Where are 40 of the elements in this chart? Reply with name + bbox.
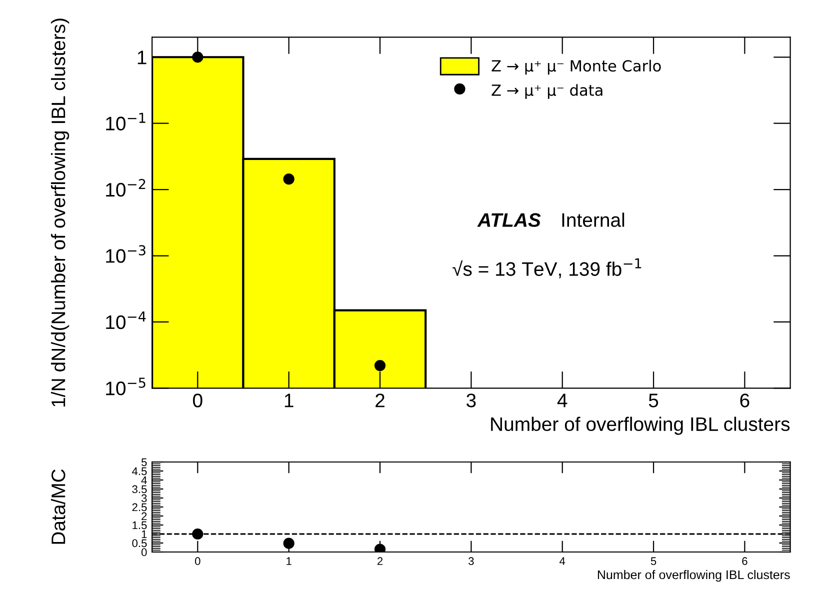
annotation: √s = 13 TeV, 139 fb$^{−1}$ xyxy=(452,258,642,278)
x-tick-label: 3 xyxy=(468,557,474,566)
x-tick-label: 5 xyxy=(648,394,658,408)
annotation: ATLAS xyxy=(477,213,541,227)
y-tick-label: 5 xyxy=(141,458,147,466)
x-tick-label: 0 xyxy=(193,394,202,408)
y-tick-label: 3.5 xyxy=(132,485,147,494)
x-tick-label: 5 xyxy=(650,557,656,566)
y-tick-label: 4.5 xyxy=(132,467,147,476)
y-tick-label: 10$^{−1}$ xyxy=(106,112,146,130)
x-tick-label: 6 xyxy=(742,557,748,566)
y-axis-title: 1/N dN/d(Number of overflowing IBL clusters) xyxy=(50,18,70,406)
y-tick-label: 1 xyxy=(138,50,146,64)
y-tick-label: 4 xyxy=(141,476,147,484)
y-tick-label: 2 xyxy=(142,512,147,520)
x-tick-label: 0 xyxy=(195,557,200,566)
x-tick-label: 3 xyxy=(466,394,476,408)
legend-label: Z → μ⁺ μ⁻ Monte Carlo xyxy=(492,60,661,75)
y-tick-label: 1.5 xyxy=(132,521,147,530)
y-tick-label: 2.5 xyxy=(132,503,147,512)
y-tick-label: 10$^{−3}$ xyxy=(106,245,146,263)
x-tick-label: 1 xyxy=(286,557,292,565)
x-axis-title: Number of overflowing IBL clusters xyxy=(598,570,790,582)
legend-label: Z → μ⁺ μ⁻ data xyxy=(492,84,602,99)
y-tick-label: 0.5 xyxy=(132,539,147,548)
x-tick-label: 4 xyxy=(560,557,566,565)
x-tick-label: 1 xyxy=(284,394,294,408)
annotation: Internal xyxy=(562,212,624,227)
y-tick-label: 0 xyxy=(141,548,147,556)
x-tick-label: 4 xyxy=(557,394,568,408)
x-tick-label: 2 xyxy=(377,557,383,565)
x-tick-label: 6 xyxy=(740,394,750,408)
x-axis-title: Number of overflowing IBL clusters xyxy=(491,416,790,435)
y-tick-label: 10$^{−4}$ xyxy=(106,312,146,330)
y-axis-title: Data/MC xyxy=(50,469,66,544)
y-tick-label: 10$^{−2}$ xyxy=(106,178,146,197)
x-tick-label: 2 xyxy=(376,394,384,408)
y-tick-label: 10$^{−5}$ xyxy=(106,378,146,396)
y-tick-label: 1 xyxy=(142,530,147,538)
y-tick-label: 3 xyxy=(141,494,147,502)
